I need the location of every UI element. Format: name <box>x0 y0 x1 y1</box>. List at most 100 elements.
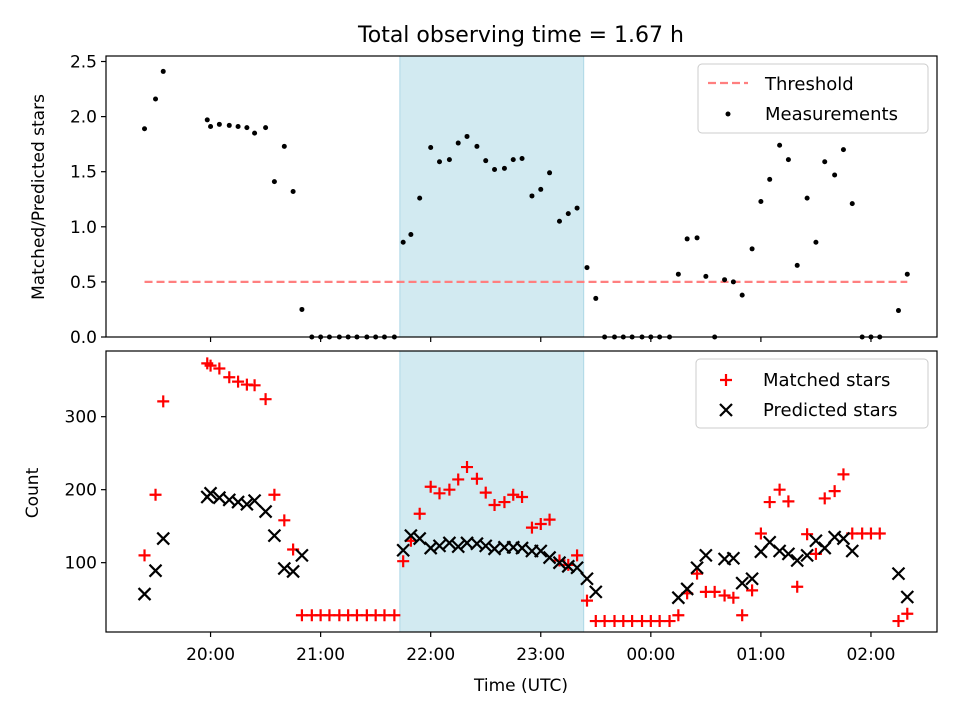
matched-star-point <box>259 393 272 406</box>
matched-star-point <box>663 615 676 628</box>
bottom-x-tick-label: 22:00 <box>406 645 455 665</box>
predicted-star-point <box>451 539 465 554</box>
matched-star-point <box>470 472 483 485</box>
bottom-x-tick-label: 01:00 <box>736 645 785 665</box>
measurement-point <box>904 271 910 277</box>
predicted-star-point <box>570 560 584 575</box>
bottom-x-tick-label: 02:00 <box>846 645 895 665</box>
figure-title: Total observing time = 1.67 h <box>357 23 684 48</box>
predicted-star-point <box>156 531 171 546</box>
measurement-point <box>281 143 287 149</box>
matched-star-point <box>138 549 151 562</box>
predicted-star-point <box>699 548 713 563</box>
measurement-point <box>758 198 764 204</box>
predicted-star-point <box>137 587 152 601</box>
top-y-tick-label: 2.5 <box>70 53 97 73</box>
matched-star-point <box>873 527 886 540</box>
matched-star-point <box>727 591 740 604</box>
matched-star-point <box>818 492 831 505</box>
matched-star-point <box>268 488 281 501</box>
measurement-point <box>492 167 498 173</box>
matched-star-point <box>782 495 795 508</box>
matched-star-point <box>791 580 804 593</box>
measurement-point <box>474 143 480 149</box>
matched-star-point <box>413 507 426 520</box>
bottom-x-tick-label: 23:00 <box>516 645 565 665</box>
measurement-point <box>593 295 599 301</box>
measurement-point <box>556 218 562 224</box>
matched-star-point <box>461 461 474 474</box>
measurement-point <box>483 158 489 164</box>
predicted-star-point <box>203 486 218 501</box>
matched-star-point <box>388 609 401 622</box>
matched-star-point <box>498 496 511 509</box>
matched-star-point <box>433 487 446 500</box>
measurement-point <box>694 235 700 241</box>
measurement-point <box>840 147 846 153</box>
predicted-star-point <box>432 539 447 553</box>
matched-star-point <box>801 528 814 541</box>
matched-star-point <box>223 371 236 384</box>
matched-star-point <box>397 555 410 568</box>
predicted-star-point <box>442 536 457 550</box>
predicted-star-point <box>515 541 529 555</box>
predicted-star-point <box>212 490 227 505</box>
measurement-point <box>519 155 525 161</box>
predicted-star-point <box>781 547 796 561</box>
matched-star-point <box>571 549 584 562</box>
bottom-x-tick-label: 21:00 <box>296 645 345 665</box>
measurement-point <box>703 273 709 279</box>
predicted-star-point <box>817 541 832 555</box>
predicted-star-point <box>735 576 749 590</box>
top-plot-frame <box>105 55 938 338</box>
predicted-star-point <box>396 543 410 558</box>
predicted-star-point <box>891 566 906 581</box>
measurement-point <box>464 133 470 139</box>
measurement-point <box>822 159 828 165</box>
legend-predicted-swatch <box>719 403 733 417</box>
matched-star-point <box>248 379 261 392</box>
predicted-star-point <box>845 544 860 558</box>
predicted-star-point <box>690 560 704 575</box>
top-panel: 0.0 0.5 1.0 1.5 2.0 2.5 <box>70 53 938 348</box>
matched-star-point <box>149 488 162 501</box>
top-y-tick-label: 0.5 <box>70 273 97 293</box>
observing-span-bottom <box>399 350 585 633</box>
matched-star-point <box>479 486 492 499</box>
predicted-star-point <box>726 551 741 566</box>
legend-predicted-label: Predicted stars <box>763 400 897 421</box>
measurement-point <box>142 126 148 132</box>
matched-star-point <box>543 513 556 526</box>
measurement-point <box>684 236 690 242</box>
measurement-point <box>584 265 590 271</box>
matched-star-point <box>718 589 731 602</box>
measurement-point <box>437 159 443 165</box>
predicted-star-point <box>800 548 814 563</box>
matched-star-point <box>213 362 226 375</box>
measurement-point <box>547 170 553 176</box>
legend-matched-swatch <box>720 374 732 386</box>
predicted-star-point <box>552 555 567 570</box>
bottom-y-axis-label: Count <box>23 467 43 518</box>
measurement-point <box>299 306 305 312</box>
matched-star-point <box>746 584 759 597</box>
matched-star-point <box>773 483 786 496</box>
measurement-point <box>216 121 222 127</box>
predicted-star-point <box>580 571 594 586</box>
measurement-point <box>722 277 728 283</box>
bottom-x-tick-label: 20:00 <box>186 645 235 665</box>
matched-star-point <box>828 485 841 498</box>
measurement-point <box>767 176 773 182</box>
predicted-star-point <box>148 563 163 578</box>
predicted-star-point <box>533 544 548 558</box>
matched-star-point <box>754 527 767 540</box>
predicted-star-point <box>745 571 759 586</box>
measurement-point <box>208 124 214 130</box>
predicted-star-point <box>277 561 292 576</box>
predicted-star-point <box>478 539 493 553</box>
matched-star-point <box>278 514 291 527</box>
matched-star-point <box>837 468 850 481</box>
x-axis-label: Time (UTC) <box>473 676 568 696</box>
measurement-point <box>538 186 544 192</box>
legend-matched-label: Matched stars <box>763 370 890 391</box>
